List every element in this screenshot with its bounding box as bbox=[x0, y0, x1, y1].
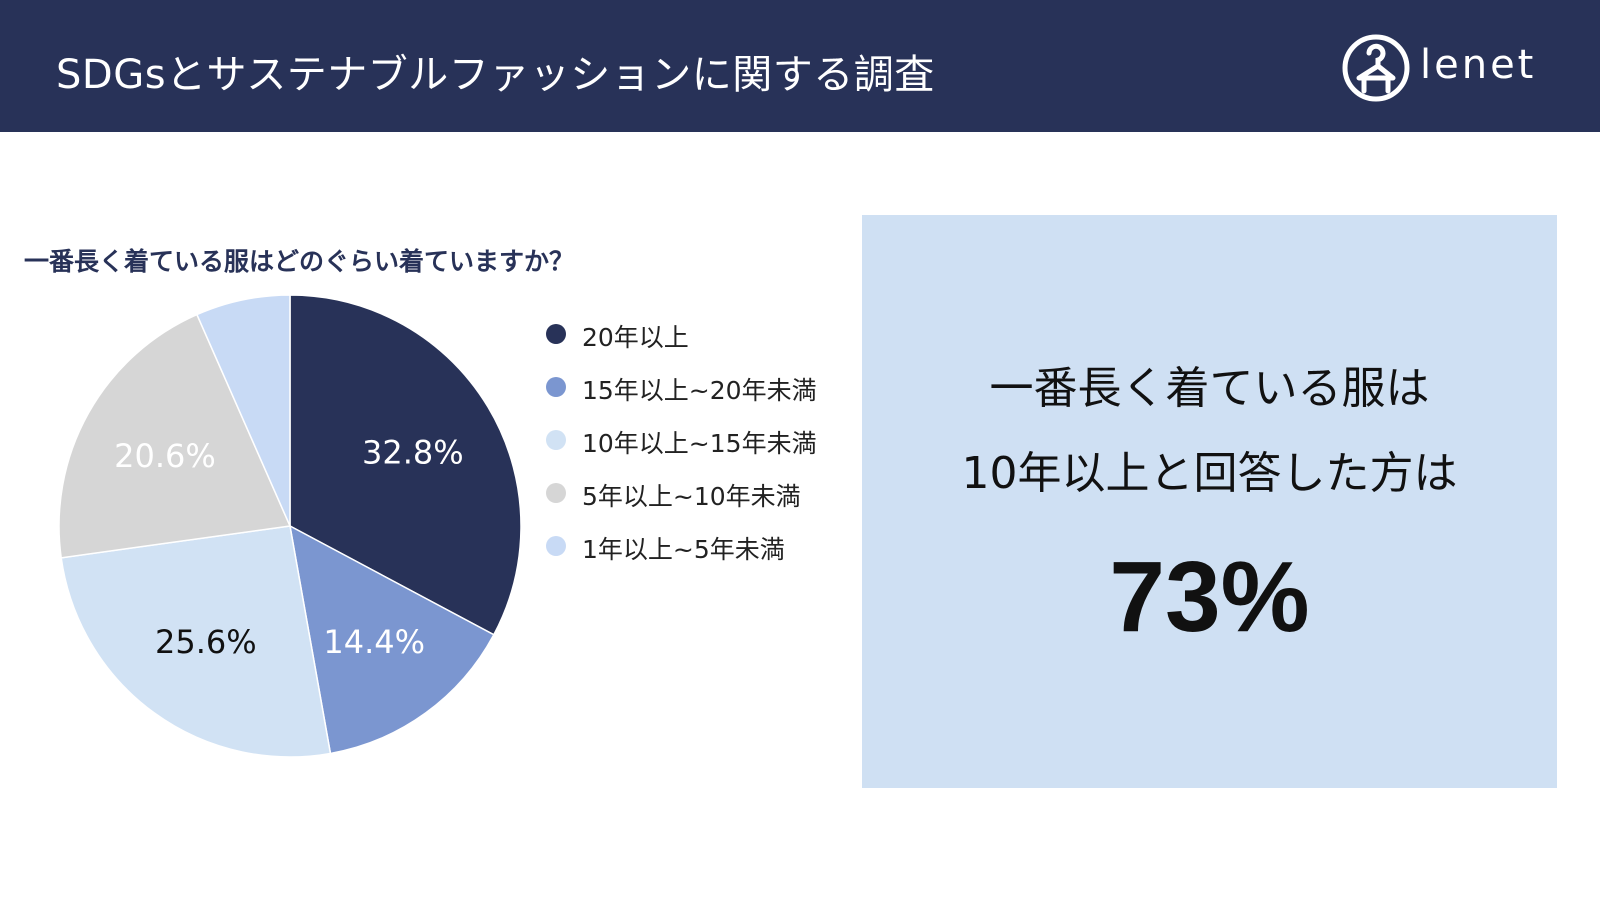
header-bar: SDGsとサステナブルファッションに関する調査 lenet bbox=[0, 0, 1600, 132]
pie-label-3: 20.6% bbox=[114, 437, 216, 475]
legend-swatch-3 bbox=[546, 483, 566, 503]
pie-slice-1 bbox=[288, 524, 495, 755]
hanger-person-icon bbox=[1342, 34, 1410, 102]
legend-swatch-0 bbox=[546, 324, 566, 344]
pie-slice-3 bbox=[58, 313, 292, 559]
brand-name: lenet bbox=[1420, 42, 1537, 88]
legend-label-0: 20年以上 bbox=[582, 323, 689, 352]
summary-callout: 一番長く着ている服は 10年以上と回答した方は 73% bbox=[862, 215, 1557, 788]
legend-label-3: 5年以上~10年未満 bbox=[582, 482, 801, 511]
legend-swatch-1 bbox=[546, 377, 566, 397]
legend-swatch-2 bbox=[546, 430, 566, 450]
pie-slice-0 bbox=[289, 294, 522, 636]
callout-line-2: 10年以上と回答した方は bbox=[961, 448, 1458, 499]
pie-label-2: 25.6% bbox=[155, 623, 257, 661]
callout-line-1: 一番長く着ている服は bbox=[989, 363, 1430, 414]
legend-label-1: 15年以上~20年未満 bbox=[582, 376, 817, 405]
legend-swatch-4 bbox=[546, 536, 566, 556]
page-title: SDGsとサステナブルファッションに関する調査 bbox=[56, 52, 935, 98]
legend-label-2: 10年以上~15年未満 bbox=[582, 429, 817, 458]
pie-slice-2 bbox=[60, 525, 332, 758]
callout-value: 73% bbox=[1109, 541, 1310, 653]
pie-label-1: 14.4% bbox=[323, 623, 425, 661]
legend-label-4: 1年以上~5年未満 bbox=[582, 535, 785, 564]
pie-label-0: 32.8% bbox=[362, 433, 464, 471]
pie-slice-4 bbox=[195, 294, 291, 527]
chart-title: 一番長く着ている服はどのぐらい着ていますか？ bbox=[24, 247, 575, 276]
